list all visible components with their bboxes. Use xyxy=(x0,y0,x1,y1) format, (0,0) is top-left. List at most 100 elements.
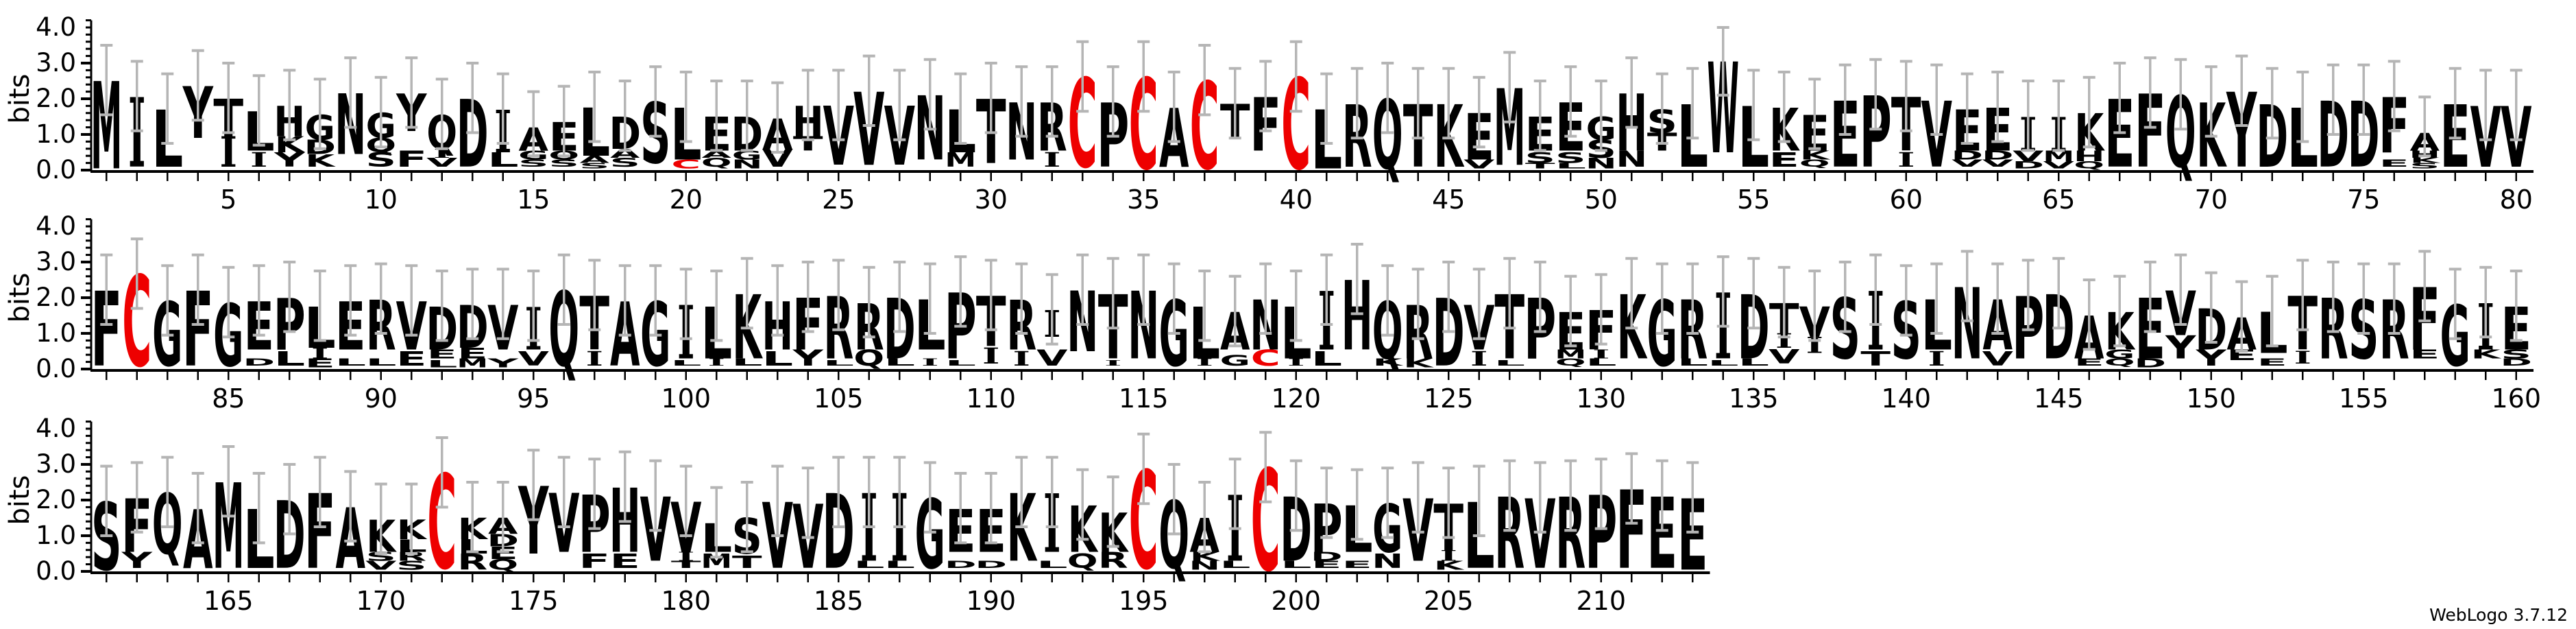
residue-letter-E: E xyxy=(1769,148,1799,171)
residue-letter-Y: Y xyxy=(792,345,823,370)
residue-letter-N: N xyxy=(1189,558,1220,573)
error-bar xyxy=(2326,261,2340,333)
residue-letter-L: L xyxy=(335,357,366,368)
error-bar xyxy=(344,470,357,543)
error-bar xyxy=(923,262,936,335)
error-bar xyxy=(466,62,479,134)
error-bar xyxy=(435,270,448,342)
residue-letter-G: G xyxy=(2104,347,2135,361)
error-bar xyxy=(832,259,845,331)
error-bar xyxy=(2021,259,2034,331)
error-bar xyxy=(100,464,113,537)
residue-letter-Q: Q xyxy=(487,556,518,573)
error-bar xyxy=(1930,63,1943,136)
svg-text:L: L xyxy=(1036,559,1068,570)
x-tick-label: 140 xyxy=(1881,383,1931,414)
y-tick-label: 3.0 xyxy=(36,48,76,78)
svg-text:M: M xyxy=(945,149,976,171)
svg-text:A: A xyxy=(610,146,640,161)
svg-text:Y: Y xyxy=(2195,345,2226,370)
svg-text:K: K xyxy=(1190,549,1222,564)
error-bar xyxy=(1777,71,1790,143)
residue-letter-E: E xyxy=(457,345,487,362)
error-bar xyxy=(1167,463,1180,536)
residue-letter-S: S xyxy=(2409,162,2440,170)
svg-text:I: I xyxy=(982,344,999,370)
error-bar xyxy=(588,71,601,143)
residue-letter-I: I xyxy=(1043,148,1060,171)
x-tick-label: 175 xyxy=(509,586,559,616)
svg-text:Q: Q xyxy=(701,156,732,169)
residue-letter-L: L xyxy=(762,347,793,370)
residue-letter-L: L xyxy=(1494,359,1525,367)
svg-text:L: L xyxy=(1677,357,1708,368)
svg-text:V: V xyxy=(518,347,550,370)
error-bar xyxy=(710,80,723,152)
residue-letter-Q: Q xyxy=(701,156,732,169)
error-bar xyxy=(2204,271,2217,344)
error-bar xyxy=(374,75,387,149)
error-bar xyxy=(313,270,326,342)
residue-letter-D: D xyxy=(1311,549,1343,564)
y-tick-label: 0.0 xyxy=(36,155,76,185)
residue-letter-N: N xyxy=(1616,146,1647,172)
svg-text:F: F xyxy=(579,550,610,573)
x-tick-label: 110 xyxy=(966,383,1016,414)
residue-letter-Q: Q xyxy=(2104,357,2135,368)
residue-letter-I: I xyxy=(708,357,725,368)
error-bar xyxy=(710,486,723,559)
svg-text:D: D xyxy=(243,357,275,368)
svg-text:K: K xyxy=(2410,156,2442,165)
error-bar xyxy=(130,237,143,310)
error-bar xyxy=(2449,67,2462,140)
y-tick-label: 0.0 xyxy=(36,354,76,383)
svg-text:E: E xyxy=(2379,158,2409,169)
residue-letter-V: V xyxy=(1982,347,2014,370)
x-tick-label: 155 xyxy=(2339,383,2389,414)
error-bar xyxy=(618,450,631,523)
residue-letter-D: D xyxy=(1982,148,2014,163)
residue-letter-V: V xyxy=(1463,157,1495,171)
residue-letter-C: C xyxy=(671,157,701,171)
residue-letter-S: S xyxy=(365,549,396,564)
x-axis-line xyxy=(90,571,1710,574)
svg-text:I: I xyxy=(586,347,603,370)
residue-letter-A: A xyxy=(580,154,610,165)
residue-letter-Q: Q xyxy=(2074,159,2104,171)
residue-letter-S: S xyxy=(1555,150,1586,167)
error-bar xyxy=(740,481,753,554)
svg-text:I: I xyxy=(1287,357,1304,368)
error-bar xyxy=(161,455,174,528)
x-tick-label: 55 xyxy=(1737,185,1770,215)
residue-letter-N: N xyxy=(731,157,763,171)
residue-letter-L: L xyxy=(487,148,519,171)
error-bar xyxy=(1960,250,1973,322)
svg-text:I: I xyxy=(1196,357,1213,368)
y-tick-label: 2.0 xyxy=(36,84,76,113)
svg-text:I: I xyxy=(1440,547,1457,565)
error-bar xyxy=(1228,274,1241,348)
error-bar xyxy=(405,264,418,337)
svg-text:L: L xyxy=(426,358,458,369)
error-bar xyxy=(1411,461,1424,534)
residue-letter-Y: Y xyxy=(2165,329,2196,366)
residue-stack: TSE xyxy=(1524,107,1555,170)
error-bar xyxy=(2479,69,2492,141)
error-bar xyxy=(100,253,113,326)
residue-letter-E: E xyxy=(305,356,335,370)
x-tick-label: 105 xyxy=(814,383,864,414)
svg-text:S: S xyxy=(1555,150,1586,167)
error-bar xyxy=(1106,475,1119,548)
x-tick-label: 125 xyxy=(1424,383,1474,414)
error-bar xyxy=(1472,464,1485,537)
svg-text:G: G xyxy=(732,148,762,162)
residue-letter-M: M xyxy=(945,149,976,171)
residue-letter-I: I xyxy=(250,148,267,171)
svg-text:E: E xyxy=(305,356,335,370)
error-bar xyxy=(161,264,174,337)
svg-text:L: L xyxy=(1738,357,1769,368)
y-axis-title: bits xyxy=(4,475,36,525)
error-bar xyxy=(1625,257,1638,330)
x-tick-label: 190 xyxy=(966,586,1016,616)
residue-letter-L: L xyxy=(884,559,915,570)
